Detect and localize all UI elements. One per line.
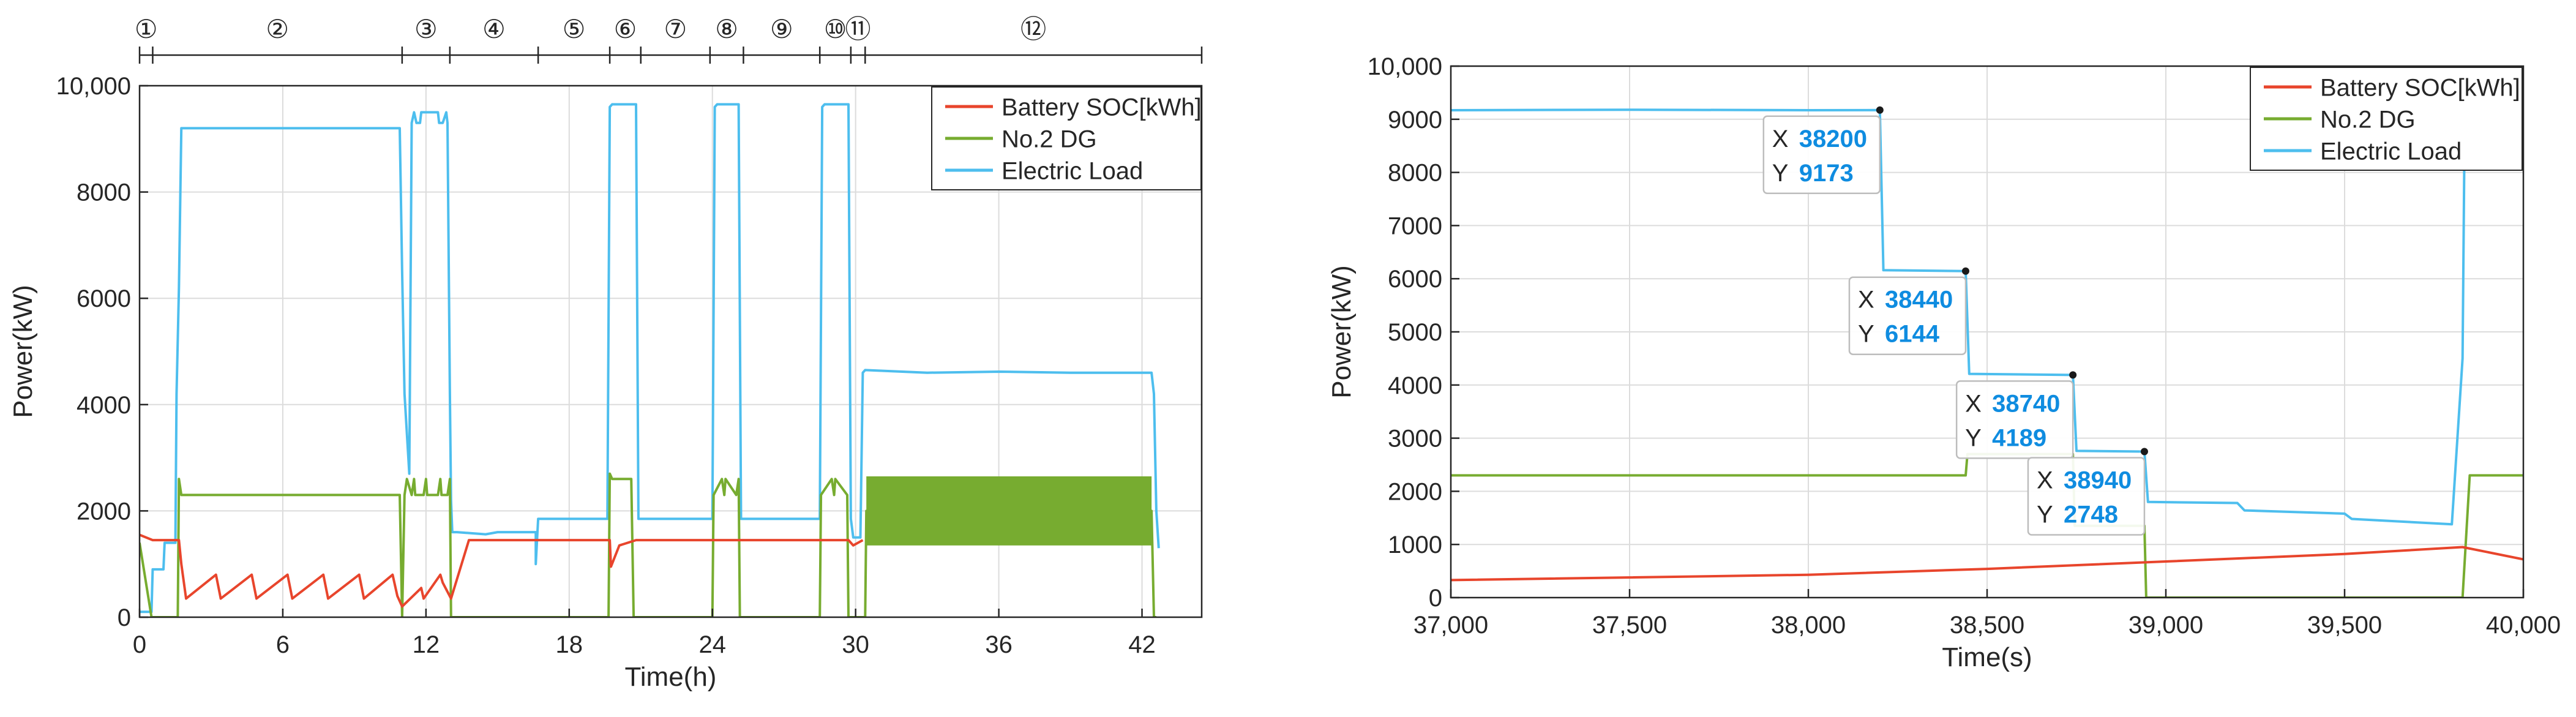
stage-label: ⑪ <box>845 15 871 43</box>
x-tick-label: 24 <box>698 631 726 658</box>
series-line-battery-soc-kwh- <box>140 533 864 608</box>
x-tick-label: 39,500 <box>2307 612 2382 639</box>
datatip-box <box>1762 115 1881 195</box>
x-tick-label: 0 <box>133 631 146 658</box>
stage-label: ② <box>266 15 289 43</box>
y-tick-label: 2000 <box>1388 478 1442 505</box>
x-tick-label: 6 <box>276 631 290 658</box>
y-tick-label: 4000 <box>77 392 131 419</box>
y-tick-label: 2000 <box>77 498 131 525</box>
datatip-point <box>2069 371 2077 379</box>
x-tick-label: 37,500 <box>1592 612 1667 639</box>
series-line-electric-load <box>1451 108 2466 526</box>
stage-label: ⑩ <box>824 15 847 43</box>
x-tick-label: 42 <box>1128 631 1156 658</box>
stage-label: ① <box>135 15 158 43</box>
datatip-point <box>2140 448 2148 456</box>
right-chart: 37,000 37,500 38,000 38,500 39,000 39,500 40,0… <box>1327 53 2561 672</box>
datatip-box <box>2027 457 2146 536</box>
y-tick-label: 10,000 <box>56 73 131 100</box>
datatip-y-value: 9173 <box>1799 160 1854 187</box>
series-line-battery-soc-kwh- <box>1451 546 2523 582</box>
stage-label: ⑧ <box>715 15 738 43</box>
y-tick-label: 7000 <box>1388 212 1442 239</box>
x-tick-label: 12 <box>413 631 440 658</box>
y-axis-label: Power(kW) <box>1327 265 1357 399</box>
datatip-y-label: Y <box>1858 321 1874 348</box>
x-tick-label: 37,000 <box>1413 612 1488 639</box>
x-tick-label: 38,000 <box>1771 612 1846 639</box>
y-tick-label: 6000 <box>77 285 131 312</box>
x-tick-label: 40,000 <box>2486 612 2561 639</box>
y-tick-label: 10,000 <box>1368 53 1442 80</box>
datatip-x-label: X <box>1858 287 1874 313</box>
legend-entry: No.2 DG <box>1002 126 1097 152</box>
x-tick-label: 39,000 <box>2129 612 2203 639</box>
datatip-x-label: X <box>1772 126 1789 152</box>
datatip-x-value: 38940 <box>2064 467 2132 494</box>
x-tick-label: 18 <box>556 631 583 658</box>
y-tick-label: 9000 <box>1388 107 1442 133</box>
axes-frame <box>138 84 1203 618</box>
y-tick-label: 5000 <box>1388 319 1442 346</box>
y-tick-label: 4000 <box>1388 372 1442 399</box>
datatip-x-label: X <box>1965 390 1982 417</box>
y-tick-label: 0 <box>1429 585 1442 612</box>
stage-label: ⑤ <box>563 15 586 43</box>
y-axis-label: Power(kW) <box>8 285 38 418</box>
datatip-x-value: 38200 <box>1799 126 1867 152</box>
datatip-y-value: 4189 <box>1992 424 2046 451</box>
x-axis-label: Time(h) <box>625 662 717 692</box>
x-axis-label: Time(s) <box>1942 642 2032 672</box>
legend-entry: Electric Load <box>2320 138 2462 165</box>
left-chart: 0 6 12 18 24 30 36 42 0 2000 4000 6000 8000 10,000 Tim… <box>8 15 1203 692</box>
stage-label: ③ <box>414 15 438 43</box>
stage-label: ④ <box>482 15 506 43</box>
datatip-point <box>1961 267 1969 275</box>
datatip-point <box>1876 106 1884 114</box>
legend-entry: Battery SOC[kWh] <box>2320 74 2520 101</box>
y-tick-label: 3000 <box>1388 426 1442 452</box>
x-tick-label: 36 <box>985 631 1013 658</box>
y-tick-label: 0 <box>118 604 131 631</box>
datatip-y-label: Y <box>2037 501 2053 528</box>
x-tick-label: 38,500 <box>1950 612 2024 639</box>
stage-label: ⑨ <box>770 15 793 43</box>
y-tick-label: 6000 <box>1388 266 1442 293</box>
legend-entry: No.2 DG <box>2320 106 2416 133</box>
y-tick-label: 8000 <box>77 179 131 206</box>
datatip-y-value: 6144 <box>1885 321 1940 348</box>
series-group <box>140 103 1160 617</box>
datatip-y-label: Y <box>1965 424 1982 451</box>
stage-label: ⑫ <box>1020 15 1046 43</box>
legend-entry: Electric Load <box>1002 157 1143 184</box>
y-tick-label: 1000 <box>1388 531 1442 558</box>
stage-label: ⑦ <box>664 15 687 43</box>
x-tick-label: 30 <box>842 631 869 658</box>
datatip-box <box>1955 380 2074 459</box>
datatip-y-label: Y <box>1772 160 1789 187</box>
series-line-electric-load <box>140 103 1160 614</box>
datatip-x-label: X <box>2037 467 2053 494</box>
legend-entry: Battery SOC[kWh] <box>1002 94 1202 121</box>
datatip-x-value: 38740 <box>1992 390 2060 417</box>
stage-label: ⑥ <box>614 15 637 43</box>
y-tick-label: 8000 <box>1388 160 1442 187</box>
datatip-box <box>1848 276 1967 355</box>
datatip-y-value: 2748 <box>2064 501 2118 528</box>
datatip-x-value: 38440 <box>1885 287 1953 313</box>
